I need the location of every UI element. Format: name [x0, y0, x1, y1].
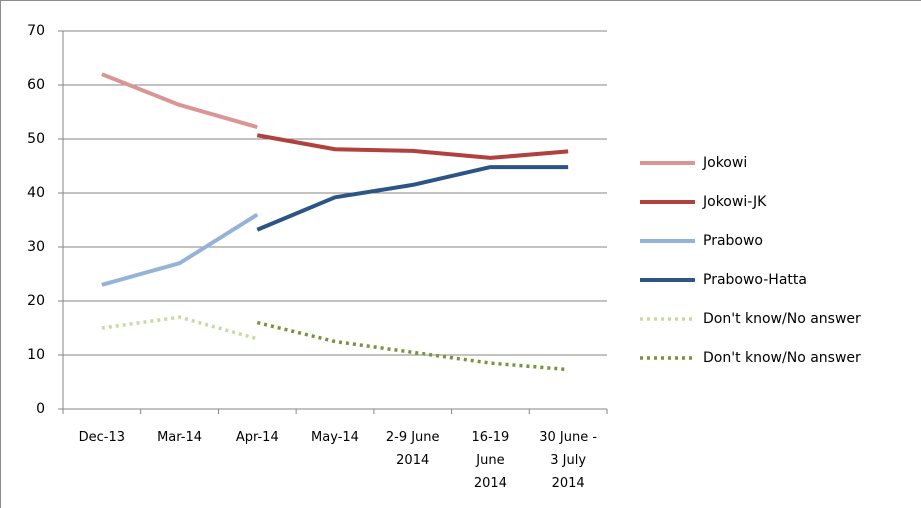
y-tick-label: 70: [27, 23, 45, 39]
legend-label: Prabowo-Hatta: [703, 272, 807, 288]
y-tick-label: 50: [27, 131, 45, 147]
x-tick-label: Apr-14: [235, 430, 279, 445]
series-line: [256, 133, 569, 160]
legend-label: Jokowi-JK: [702, 194, 767, 210]
x-tick-label: May-14: [311, 430, 359, 445]
y-tick-label: 40: [27, 185, 45, 201]
series-line: [101, 315, 258, 341]
y-tick-label: 60: [27, 77, 45, 93]
y-tick-label: 10: [27, 347, 45, 363]
y-tick-label: 20: [27, 293, 45, 309]
y-tick-label: 30: [27, 239, 45, 255]
x-tick-label: 16-19 June 2014: [471, 430, 510, 491]
series-line: [101, 72, 258, 130]
legend-label: Don't know/No answer: [703, 311, 861, 327]
series-line: [101, 212, 259, 287]
series-line: [256, 165, 569, 232]
x-tick-label: 2-9 June 2014: [385, 430, 440, 468]
legend-label: Don't know/No answer: [703, 350, 861, 366]
legend-label: Prabowo: [703, 233, 763, 249]
x-tick-label: Mar-14: [157, 430, 203, 445]
x-tick-label: Dec-13: [78, 430, 126, 445]
legend-label: Jokowi: [702, 155, 747, 171]
y-tick-label: 0: [36, 401, 45, 417]
x-tick-label: 30 June - 3 July 2014: [539, 430, 598, 491]
